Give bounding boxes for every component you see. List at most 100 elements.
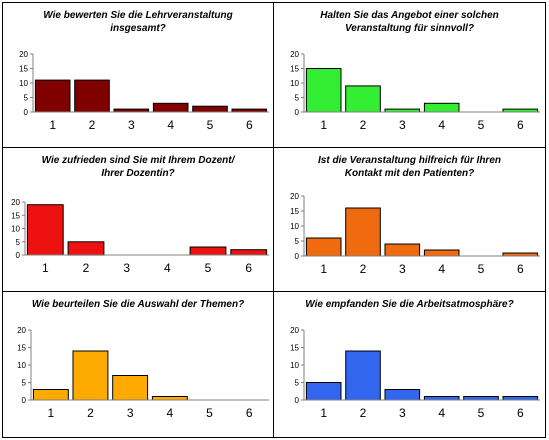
chart-title: Ist die Veranstaltung hilfreich für Ihre… [318, 155, 501, 179]
y-tick-label: 20 [17, 326, 26, 335]
bar [305, 237, 342, 257]
y-tick-label: 0 [295, 396, 300, 405]
bar [32, 389, 69, 401]
bar [67, 241, 105, 256]
bar [384, 243, 421, 257]
x-tick-label: 4 [167, 118, 174, 132]
y-tick-label: 5 [295, 379, 300, 388]
x-tick-label: 3 [123, 261, 130, 275]
x-tick-label: 6 [517, 406, 524, 420]
bar [423, 102, 460, 113]
chart-panel-patientenkontakt: Ist die Veranstaltung hilfreich für Ihre… [273, 147, 546, 292]
y-tick-label: 0 [22, 396, 27, 405]
x-tick-label: 1 [320, 118, 327, 132]
x-tick-label: 1 [42, 261, 49, 275]
chart-panel-lehrveranstaltung: Wie bewerten Sie die Lehrveranstaltung i… [2, 2, 274, 148]
bar [151, 396, 188, 401]
chart-panel-arbeitsatmosphaere: Wie empfanden Sie die Arbeitsatmosphäre?… [273, 291, 546, 438]
x-tick-label: 3 [128, 118, 135, 132]
bar-chart: 0 5 10 15 20 1 2 3 4 5 6 [290, 50, 540, 132]
y-tick-label: 10 [19, 79, 28, 88]
bar [384, 389, 421, 401]
chart-title: Wie beurteilen Sie die Auswahl der Theme… [31, 299, 245, 310]
y-tick-label: 5 [295, 237, 300, 246]
bar-chart: 0 5 10 15 20 1 2 3 4 5 6 [290, 326, 540, 420]
x-tick-label: 3 [399, 406, 406, 420]
chart-panel-dozent: Wie zufrieden sind Sie mit Ihrem Dozent/… [2, 147, 274, 292]
chart-title: Wie zufrieden sind Sie mit Ihrem Dozent/… [41, 155, 235, 179]
y-tick-label: 0 [16, 251, 21, 260]
bar-chart: 0 5 10 15 20 1 2 3 4 5 6 [19, 50, 269, 132]
x-tick-label: 4 [438, 118, 445, 132]
chart-title: Wie bewerten Sie die Lehrveranstaltung i… [43, 10, 233, 34]
y-tick-label: 15 [17, 344, 26, 353]
y-tick-label: 20 [290, 326, 299, 335]
bar [345, 207, 381, 257]
bar [345, 350, 381, 401]
x-tick-label: 5 [207, 118, 214, 132]
y-tick-label: 5 [295, 94, 300, 103]
chart-panel-themen: Wie beurteilen Sie die Auswahl der Theme… [2, 291, 274, 438]
bar [305, 382, 342, 401]
bar [152, 102, 189, 113]
y-tick-label: 20 [290, 50, 299, 59]
x-tick-label: 6 [517, 262, 524, 276]
bar [502, 396, 539, 401]
bar-chart: 0 5 10 15 20 1 2 3 4 5 6 [290, 192, 540, 276]
bar [189, 246, 227, 256]
x-tick-label: 1 [320, 406, 327, 420]
x-tick-label: 3 [399, 118, 406, 132]
y-tick-label: 5 [24, 94, 29, 103]
x-tick-label: 2 [360, 118, 367, 132]
bar [112, 375, 149, 401]
x-tick-label: 4 [438, 262, 445, 276]
x-tick-label: 2 [83, 261, 90, 275]
x-tick-label: 3 [399, 262, 406, 276]
x-tick-label: 5 [478, 406, 485, 420]
bar [423, 249, 460, 257]
bar [74, 79, 110, 113]
x-tick-label: 6 [246, 406, 253, 420]
y-tick-label: 10 [11, 225, 20, 234]
x-tick-label: 2 [89, 118, 96, 132]
y-tick-label: 0 [295, 252, 300, 261]
x-tick-label: 1 [49, 118, 56, 132]
bar [26, 204, 64, 256]
x-tick-label: 6 [517, 118, 524, 132]
chart-title: Halten Sie das Angebot einer solchen Ver… [320, 10, 499, 34]
y-tick-label: 10 [290, 79, 299, 88]
y-tick-label: 0 [24, 108, 29, 117]
chart-title: Wie empfanden Sie die Arbeitsatmosphäre? [305, 299, 514, 310]
x-tick-label: 1 [320, 262, 327, 276]
y-tick-label: 15 [290, 207, 299, 216]
y-tick-label: 15 [19, 65, 28, 74]
bar [230, 249, 268, 256]
y-tick-label: 5 [16, 238, 21, 247]
x-tick-label: 2 [360, 262, 367, 276]
y-tick-label: 0 [295, 108, 300, 117]
bar [463, 396, 499, 401]
y-tick-label: 20 [290, 192, 299, 201]
bar [72, 350, 109, 401]
x-tick-label: 1 [47, 406, 54, 420]
y-tick-label: 15 [11, 211, 20, 220]
x-tick-label: 4 [166, 406, 173, 420]
x-tick-label: 5 [205, 261, 212, 275]
y-tick-label: 20 [19, 50, 28, 59]
y-tick-label: 5 [22, 379, 27, 388]
y-tick-label: 10 [290, 222, 299, 231]
y-tick-label: 15 [290, 65, 299, 74]
x-tick-label: 4 [438, 406, 445, 420]
bar [34, 79, 71, 113]
x-tick-label: 2 [87, 406, 94, 420]
bar [192, 105, 228, 113]
x-tick-label: 3 [127, 406, 134, 420]
x-tick-label: 4 [164, 261, 171, 275]
x-tick-label: 6 [246, 118, 253, 132]
x-tick-label: 5 [478, 262, 485, 276]
bar-chart: 0 5 10 15 20 1 2 3 4 5 6 [11, 198, 269, 275]
bar [305, 68, 342, 113]
bar-chart: 0 5 10 15 20 1 2 3 4 5 6 [17, 326, 269, 420]
chart-panel-angebot: Halten Sie das Angebot einer solchen Ver… [273, 2, 546, 148]
